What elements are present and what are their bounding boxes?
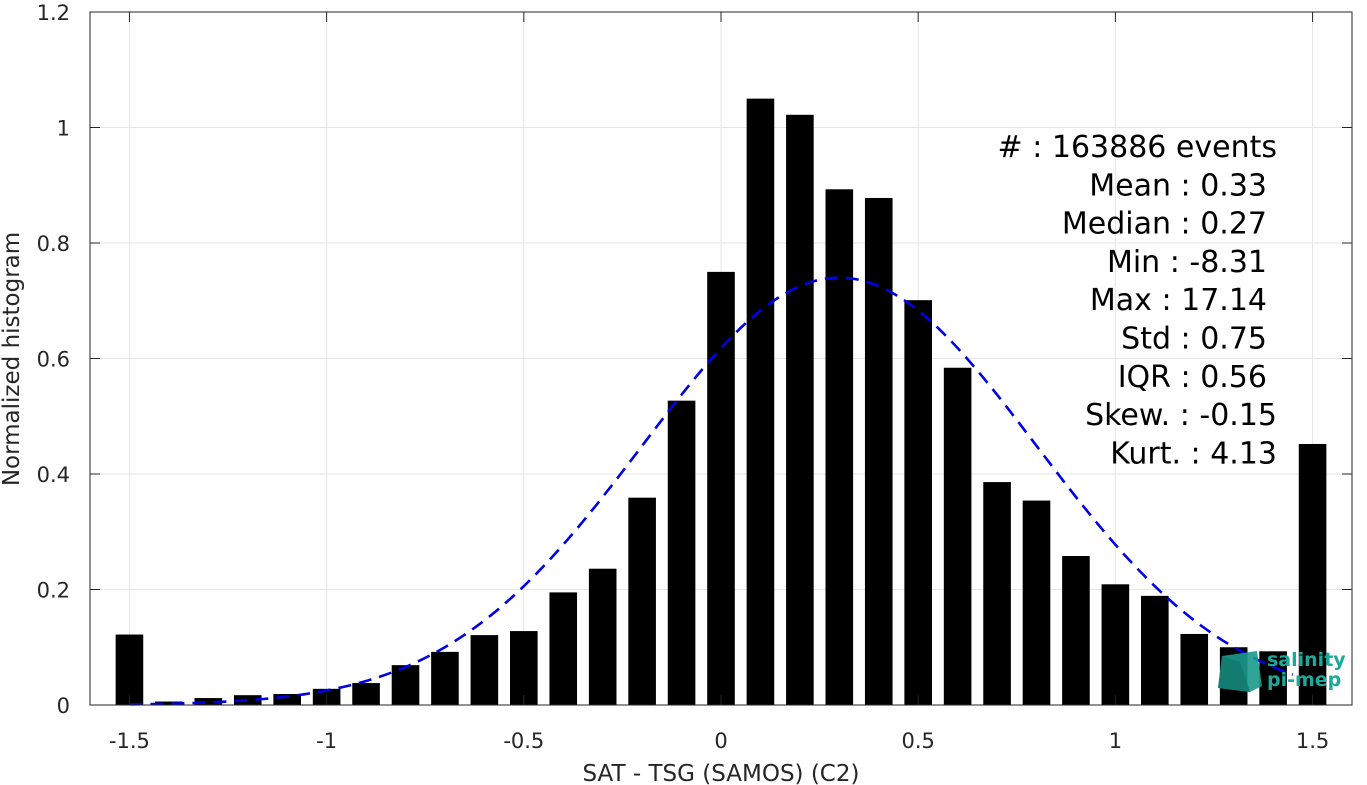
bar-13 — [628, 497, 656, 705]
stat-line-5: Std : 0.75 — [1121, 322, 1267, 357]
stat-line-0: # : 163886 events — [998, 130, 1277, 165]
bar-20 — [904, 300, 932, 705]
ytick-label-5: 1 — [57, 117, 70, 141]
x-tick-labels: -1.5 -1 -0.5 0 0.5 1 1.5 — [109, 729, 1329, 753]
bar-15 — [707, 271, 735, 705]
stat-line-1: Mean : 0.33 — [1089, 168, 1267, 203]
ytick-label-3: 0.6 — [37, 348, 70, 372]
stat-line-6: IQR : 0.56 — [1118, 360, 1267, 395]
bar-27 — [1180, 633, 1209, 705]
bar-1 — [155, 701, 183, 705]
ytick-label-6: 1.2 — [37, 1, 70, 25]
bar-25 — [1101, 584, 1130, 705]
bar-7 — [391, 665, 420, 705]
bar-9 — [470, 635, 499, 705]
y-tick-labels: 0 0.2 0.4 0.6 0.8 1 1.2 — [37, 1, 70, 718]
bar-21 — [943, 367, 972, 705]
xtick-label-1: -1 — [316, 729, 337, 753]
bar-8 — [431, 651, 459, 705]
x-axis-label: SAT - TSG (SAMOS) (C2) — [583, 761, 860, 785]
histogram-bars — [115, 98, 1327, 706]
bar-19 — [864, 197, 893, 705]
gaussian-fit-curve — [129, 276, 1294, 706]
y-axis-label: Normalized histogram — [0, 232, 25, 486]
salinity-pimep-logo: salinity pi-mep — [1218, 649, 1346, 692]
bar-4 — [273, 694, 301, 705]
bar-10 — [510, 631, 538, 705]
bar-11 — [549, 592, 578, 705]
ytick-label-0: 0 — [57, 694, 70, 718]
bar-30 — [1298, 443, 1327, 705]
bar-0 — [115, 634, 144, 705]
bar-2 — [194, 698, 223, 705]
bar-23 — [1022, 500, 1051, 705]
stat-line-3: Min : -8.31 — [1107, 245, 1267, 280]
axis-ticks — [90, 11, 1352, 706]
bar-29 — [1259, 651, 1287, 705]
stat-line-8: Kurt. : 4.13 — [1110, 436, 1277, 471]
xtick-label-3: 0 — [714, 729, 727, 753]
bar-18 — [825, 189, 854, 706]
bar-26 — [1141, 595, 1169, 705]
xtick-label-2: -0.5 — [503, 729, 544, 753]
ytick-label-4: 0.8 — [37, 232, 70, 256]
xtick-label-0: -1.5 — [109, 729, 150, 753]
xtick-label-6: 1.5 — [1296, 729, 1329, 753]
bar-3 — [233, 695, 262, 705]
bar-24 — [1062, 556, 1090, 705]
ytick-label-2: 0.4 — [37, 463, 70, 487]
stat-line-2: Median : 0.27 — [1062, 207, 1267, 242]
bar-12 — [588, 568, 617, 705]
ytick-label-1: 0.2 — [37, 579, 70, 603]
bar-16 — [746, 98, 775, 705]
bar-14 — [667, 400, 696, 705]
xtick-label-5: 1 — [1109, 729, 1122, 753]
stat-line-4: Max : 17.14 — [1090, 283, 1267, 318]
logo-line1: salinity — [1267, 649, 1346, 671]
logo-line2: pi-mep — [1267, 669, 1341, 691]
logo-icon-facet — [1218, 656, 1250, 692]
bar-17 — [786, 114, 814, 706]
stat-line-7: Skew. : -0.15 — [1085, 398, 1277, 433]
xtick-label-4: 0.5 — [901, 729, 934, 753]
bar-22 — [983, 482, 1011, 705]
bar-6 — [352, 683, 380, 705]
